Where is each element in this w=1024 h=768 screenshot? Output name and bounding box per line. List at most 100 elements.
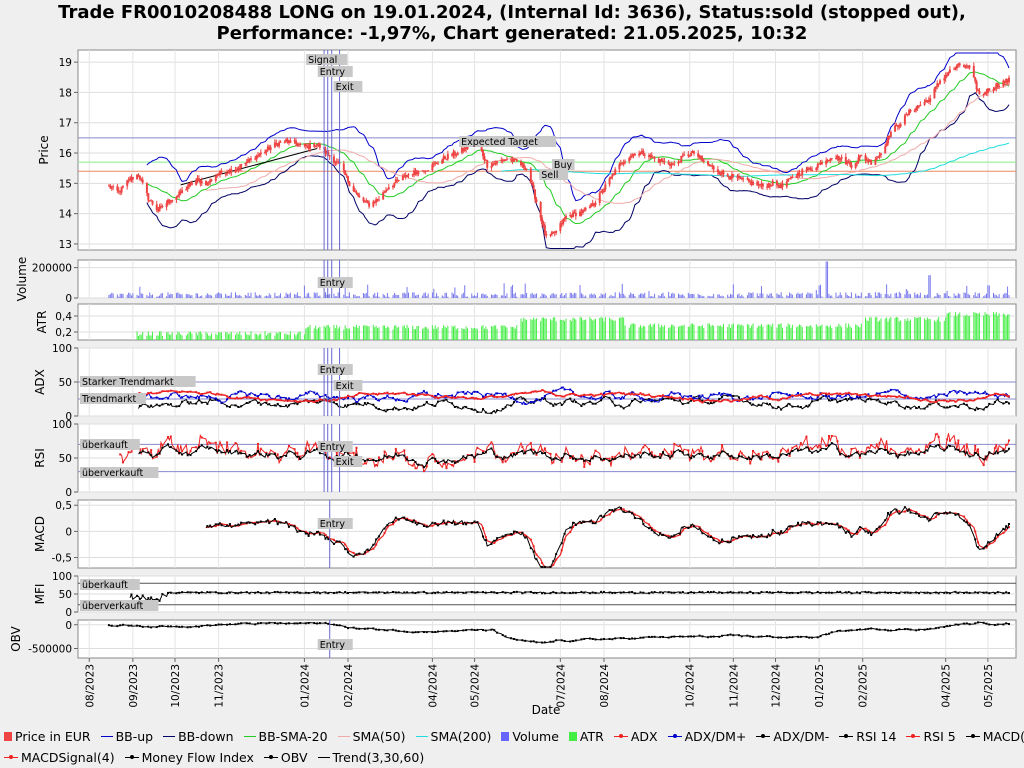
adx-line-point [1005, 394, 1008, 397]
rsi14-line-point [701, 454, 704, 457]
adx-line-point [240, 397, 243, 400]
macd-signal-line-point [870, 531, 873, 534]
price-candle [403, 175, 406, 177]
rsi5-line-point [647, 448, 650, 451]
adx-line-point [726, 399, 729, 402]
adx-line-point [628, 392, 631, 395]
price-candle [431, 164, 434, 171]
mfi-line-point [788, 592, 791, 595]
legend-label: ATR [579, 729, 604, 744]
price-candle [394, 179, 397, 183]
obv-line-point [611, 638, 614, 641]
adx-dm-minus-line-point [473, 408, 476, 411]
adx-dm-minus-line-point [296, 403, 299, 406]
mfi-line-point [195, 591, 198, 594]
adx-line-point [287, 399, 290, 402]
rsi5-line-point [777, 460, 780, 463]
rsi14-line-point [555, 457, 558, 460]
rsi5-line-point [631, 452, 634, 455]
adx-dm-plus-line-point [335, 395, 338, 398]
rsi14-line-point [293, 452, 296, 455]
price-candle [335, 161, 338, 163]
mfi-line-point [780, 591, 783, 594]
adx-dm-plus-line-point [639, 397, 642, 400]
adx-dm-minus-line-point [521, 397, 524, 400]
y-tick-label: 0,5 [55, 500, 72, 512]
macd-line-point [366, 548, 369, 551]
price-candle [220, 170, 223, 174]
rsi14-line-point [785, 454, 788, 457]
adx-dm-plus-line-point [392, 396, 395, 399]
adx-line-point [324, 399, 327, 402]
price-candle [947, 72, 950, 75]
rsi14-line-point [943, 449, 946, 452]
macd-line-point [797, 521, 800, 524]
price-candle [652, 157, 655, 159]
mfi-line-point [372, 591, 375, 594]
price-candle [791, 177, 794, 179]
y-tick-label: 0 [65, 411, 72, 423]
rsi14-line-point [948, 445, 951, 448]
macd-signal-line-point [622, 508, 625, 511]
price-candle [898, 126, 901, 128]
price-candle [442, 156, 445, 160]
obv-line-point [248, 622, 251, 625]
rsi14-line-point [394, 452, 397, 455]
atr-bars [136, 312, 1010, 340]
price-candle [190, 182, 193, 185]
title-line-2: Performance: -1,97%, Chart generated: 21… [216, 23, 808, 44]
adx-dm-plus-line-point [158, 397, 161, 400]
adx-line-point [650, 395, 653, 398]
adx-dm-minus-line-point [957, 406, 960, 409]
macd-signal-line-point [600, 518, 603, 521]
rsi5-line-point [543, 447, 546, 450]
trend-annotation-bg [80, 393, 146, 404]
macd-signal-line-point [535, 553, 538, 556]
price-candle [306, 145, 309, 147]
rsi14-line-point [816, 450, 819, 453]
rsi14-line-point [189, 454, 192, 457]
obv-line-point [127, 624, 130, 627]
price-candle [313, 143, 316, 148]
macd-line-point [563, 532, 566, 535]
price-candle [923, 102, 926, 105]
rsi5-line-point [572, 455, 575, 458]
mfi-line-point [583, 591, 586, 594]
obv-line-point [785, 636, 788, 639]
rsi5-line-point [445, 466, 448, 469]
rsi5-line-point [206, 443, 209, 446]
adx-line-point [445, 395, 448, 398]
y-tick-label: 0 [65, 526, 72, 538]
macd-line-point [839, 526, 842, 529]
price-candle [210, 179, 213, 181]
rsi5-line-point [265, 451, 268, 454]
adx-dm-plus-line-point [437, 393, 440, 396]
price-candle [977, 89, 980, 92]
macd-signal-line-point [847, 529, 850, 532]
adx-dm-plus-line-point [217, 399, 220, 402]
obv-line-point [760, 635, 763, 638]
mfi-line-point [858, 592, 861, 595]
price-candle [621, 162, 624, 165]
adx-line-point [535, 390, 538, 393]
price-candle [186, 186, 189, 190]
macd-line-point [850, 535, 853, 538]
rsi5-line-point [867, 446, 870, 449]
macd-line-point [965, 521, 968, 524]
rsi14-line-point [453, 461, 456, 464]
price-candle [299, 143, 302, 145]
price-candle [581, 209, 584, 214]
adx-dm-plus-line-point [839, 395, 842, 398]
price-candle [996, 83, 999, 87]
mfi-line-point [217, 592, 220, 595]
adx-dm-plus-line-point [245, 394, 248, 397]
macd-signal-line-point [614, 509, 617, 512]
price-candle [820, 162, 823, 165]
macd-line-point [496, 537, 499, 540]
adx-dm-plus-line-point [954, 390, 957, 393]
price-candle [647, 155, 650, 157]
price-candle [348, 181, 351, 187]
macd-line-point [785, 528, 788, 531]
rsi14-line-point [619, 454, 622, 457]
price-candle [285, 139, 288, 142]
